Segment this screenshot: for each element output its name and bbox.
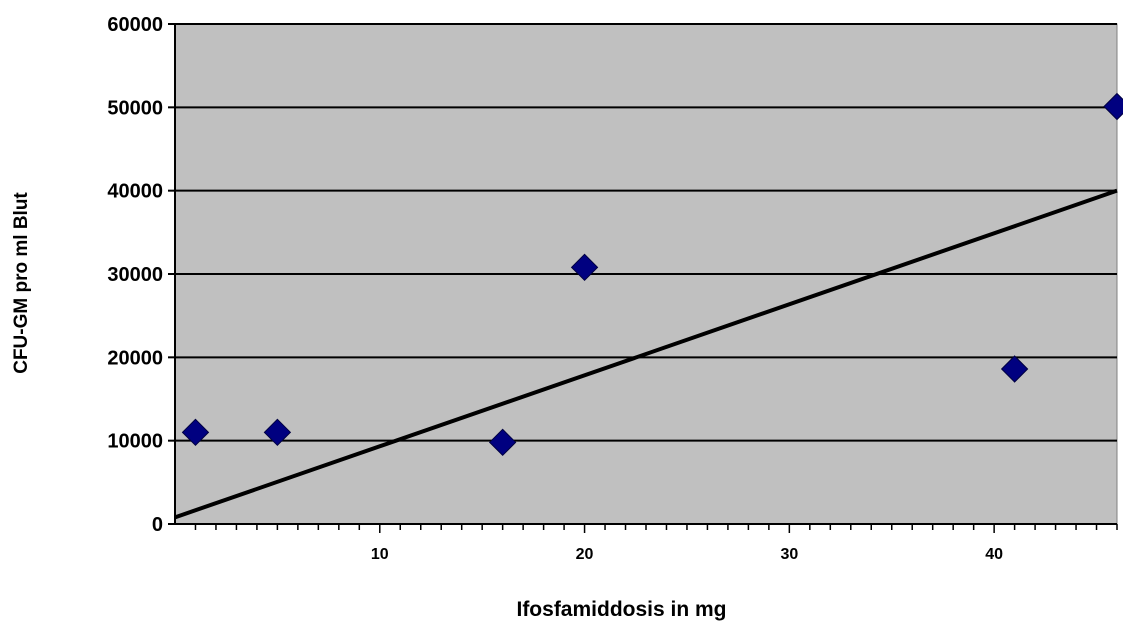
x-axis-ticks: 10 20 30 40 [194, 524, 1118, 563]
y-tick-label: 10000 [107, 431, 163, 453]
y-tick-label: 60000 [107, 14, 163, 36]
trendline-group [174, 188, 1118, 520]
y-tick-label: 30000 [107, 264, 163, 286]
data-point [181, 418, 210, 447]
trendline [174, 188, 1118, 520]
data-point [1103, 92, 1123, 121]
gridlines [175, 23, 1117, 442]
data-point [488, 428, 517, 457]
x-tick-label: 40 [985, 546, 1003, 563]
x-tick-label: 20 [576, 546, 594, 563]
y-axis-title-text: CFU-GM pro ml Blut [11, 192, 32, 374]
y-tick-label: 40000 [107, 181, 163, 203]
x-axis-title: Ifosfamiddosis in mg [516, 598, 727, 621]
data-point [263, 418, 292, 447]
y-axis-ticks: 0 10000 20000 30000 40000 50000 60000 [107, 14, 175, 536]
x-tick-label: 10 [371, 546, 389, 563]
x-tick-label: 30 [780, 546, 798, 563]
y-tick-label: 0 [152, 514, 163, 536]
y-tick-label: 20000 [107, 347, 163, 369]
data-points [181, 92, 1123, 457]
y-tick-label: 50000 [107, 97, 163, 119]
data-point [1000, 355, 1029, 383]
data-point [570, 253, 599, 282]
